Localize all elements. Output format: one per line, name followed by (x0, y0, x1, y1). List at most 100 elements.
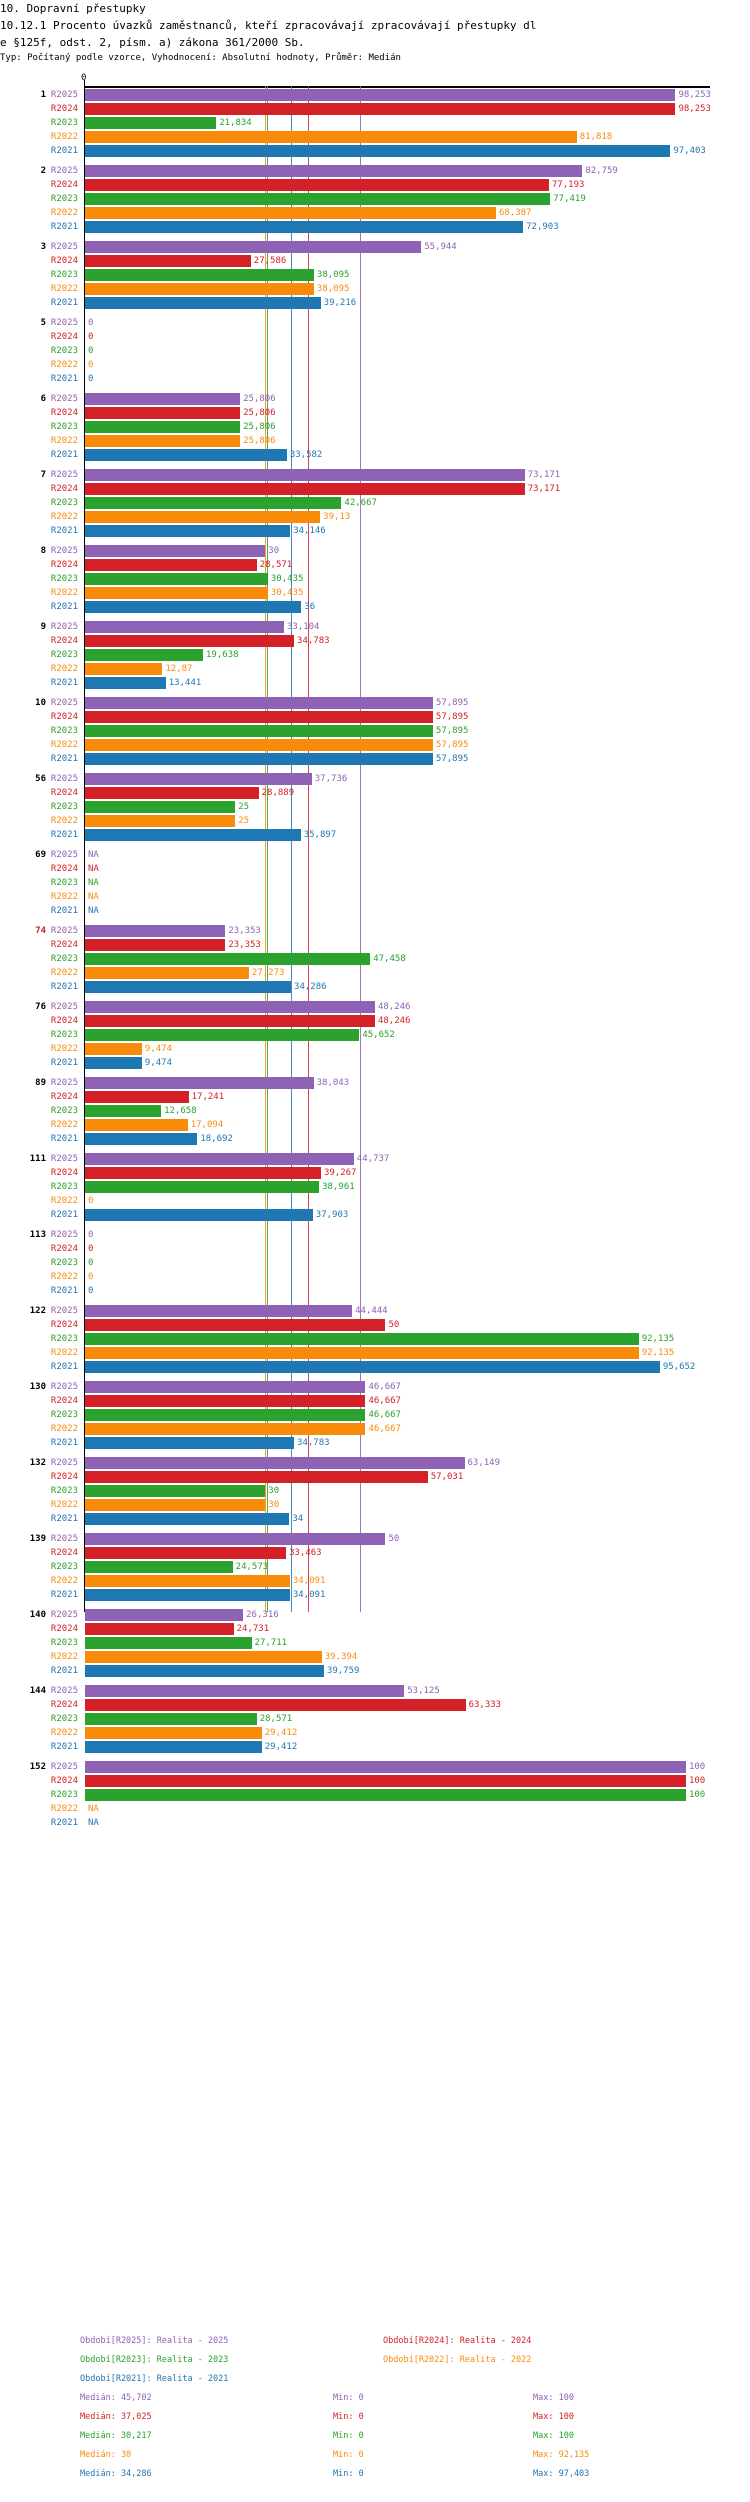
series-label-r2024[interactable]: R2024 (50, 1092, 78, 1102)
bar[interactable] (85, 483, 525, 495)
series-label-r2023[interactable]: R2023 (50, 498, 78, 508)
group-label[interactable]: 139 (29, 1534, 46, 1544)
series-label-r2024[interactable]: R2024 (50, 560, 78, 570)
series-label-r2025[interactable]: R2025 (50, 1002, 78, 1012)
series-label-r2024[interactable]: R2024 (50, 1700, 78, 1710)
series-label-r2021[interactable]: R2021 (50, 1666, 78, 1676)
bar[interactable] (85, 449, 287, 461)
group-label[interactable]: 8 (40, 546, 46, 556)
series-label-r2022[interactable]: R2022 (50, 1500, 78, 1510)
series-label-r2022[interactable]: R2022 (50, 588, 78, 598)
bar[interactable] (85, 1133, 198, 1145)
bar[interactable] (85, 573, 268, 585)
bar[interactable] (85, 1533, 386, 1545)
bar[interactable] (85, 1409, 366, 1421)
series-label-r2024[interactable]: R2024 (50, 256, 78, 266)
bar[interactable] (85, 1499, 266, 1511)
bar[interactable] (85, 255, 251, 267)
series-label-r2025[interactable]: R2025 (50, 622, 78, 632)
bar[interactable] (85, 1741, 262, 1753)
bar[interactable] (85, 89, 676, 101)
series-label-r2024[interactable]: R2024 (50, 332, 78, 342)
series-label-r2022[interactable]: R2022 (50, 1576, 78, 1586)
series-label-r2022[interactable]: R2022 (50, 1652, 78, 1662)
series-label-r2024[interactable]: R2024 (50, 712, 78, 722)
group-label[interactable]: 76 (35, 1002, 46, 1012)
bar[interactable] (85, 939, 226, 951)
bar[interactable] (85, 103, 676, 115)
series-label-r2024[interactable]: R2024 (50, 180, 78, 190)
series-label-r2025[interactable]: R2025 (50, 166, 78, 176)
group-label[interactable]: 9 (40, 622, 46, 632)
bar[interactable] (85, 1609, 244, 1621)
series-label-r2025[interactable]: R2025 (50, 470, 78, 480)
group-label[interactable]: 10 (35, 698, 46, 708)
bar[interactable] (85, 1699, 466, 1711)
group-label[interactable]: 144 (29, 1686, 46, 1696)
bar[interactable] (85, 829, 301, 841)
series-label-r2024[interactable]: R2024 (50, 864, 78, 874)
series-label-r2023[interactable]: R2023 (50, 1106, 78, 1116)
series-label-r2021[interactable]: R2021 (50, 754, 78, 764)
series-label-r2025[interactable]: R2025 (50, 546, 78, 556)
bar[interactable] (85, 697, 433, 709)
bar[interactable] (85, 967, 249, 979)
bar[interactable] (85, 131, 577, 143)
bar[interactable] (85, 1001, 375, 1013)
bar[interactable] (85, 1091, 189, 1103)
group-label[interactable]: 111 (29, 1154, 46, 1164)
series-label-r2021[interactable]: R2021 (50, 1362, 78, 1372)
bar[interactable] (85, 1775, 686, 1787)
bar[interactable] (85, 283, 314, 295)
series-label-r2022[interactable]: R2022 (50, 1348, 78, 1358)
series-label-r2023[interactable]: R2023 (50, 650, 78, 660)
bar[interactable] (85, 469, 525, 481)
group-label[interactable]: 130 (29, 1382, 46, 1392)
bar[interactable] (85, 587, 268, 599)
bar[interactable] (85, 1423, 366, 1435)
bar[interactable] (85, 787, 259, 799)
series-label-r2025[interactable]: R2025 (50, 926, 78, 936)
bar[interactable] (85, 815, 236, 827)
bar[interactable] (85, 1153, 354, 1165)
bar[interactable] (85, 1457, 465, 1469)
series-label-r2023[interactable]: R2023 (50, 346, 78, 356)
bar[interactable] (85, 753, 433, 765)
series-label-r2022[interactable]: R2022 (50, 436, 78, 446)
bar[interactable] (85, 677, 166, 689)
series-label-r2024[interactable]: R2024 (50, 1624, 78, 1634)
series-label-r2021[interactable]: R2021 (50, 374, 78, 384)
series-label-r2024[interactable]: R2024 (50, 1548, 78, 1558)
series-label-r2024[interactable]: R2024 (50, 1244, 78, 1254)
series-label-r2021[interactable]: R2021 (50, 146, 78, 156)
bar[interactable] (85, 711, 433, 723)
group-label[interactable]: 74 (35, 926, 46, 936)
bar[interactable] (85, 1029, 360, 1041)
bar[interactable] (85, 221, 524, 233)
bar[interactable] (85, 1589, 290, 1601)
series-label-r2021[interactable]: R2021 (50, 982, 78, 992)
bar[interactable] (85, 407, 241, 419)
series-label-r2021[interactable]: R2021 (50, 450, 78, 460)
bar[interactable] (85, 421, 241, 433)
bar[interactable] (85, 297, 321, 309)
series-label-r2025[interactable]: R2025 (50, 242, 78, 252)
bar[interactable] (85, 1057, 142, 1069)
series-label-r2025[interactable]: R2025 (50, 1534, 78, 1544)
series-label-r2022[interactable]: R2022 (50, 1804, 78, 1814)
bar[interactable] (85, 1015, 375, 1027)
bar[interactable] (85, 635, 295, 647)
series-label-r2023[interactable]: R2023 (50, 1410, 78, 1420)
series-label-r2023[interactable]: R2023 (50, 1486, 78, 1496)
bar[interactable] (85, 1761, 686, 1773)
series-label-r2025[interactable]: R2025 (50, 774, 78, 784)
bar[interactable] (85, 649, 204, 661)
legend-entry[interactable]: Období[R2025]: Realita - 2025 (80, 2336, 229, 2346)
bar[interactable] (85, 1471, 428, 1483)
bar[interactable] (85, 1561, 233, 1573)
bar[interactable] (85, 1727, 262, 1739)
series-label-r2025[interactable]: R2025 (50, 1306, 78, 1316)
group-label[interactable]: 140 (29, 1610, 46, 1620)
bar[interactable] (85, 1361, 660, 1373)
bar[interactable] (85, 1305, 353, 1317)
